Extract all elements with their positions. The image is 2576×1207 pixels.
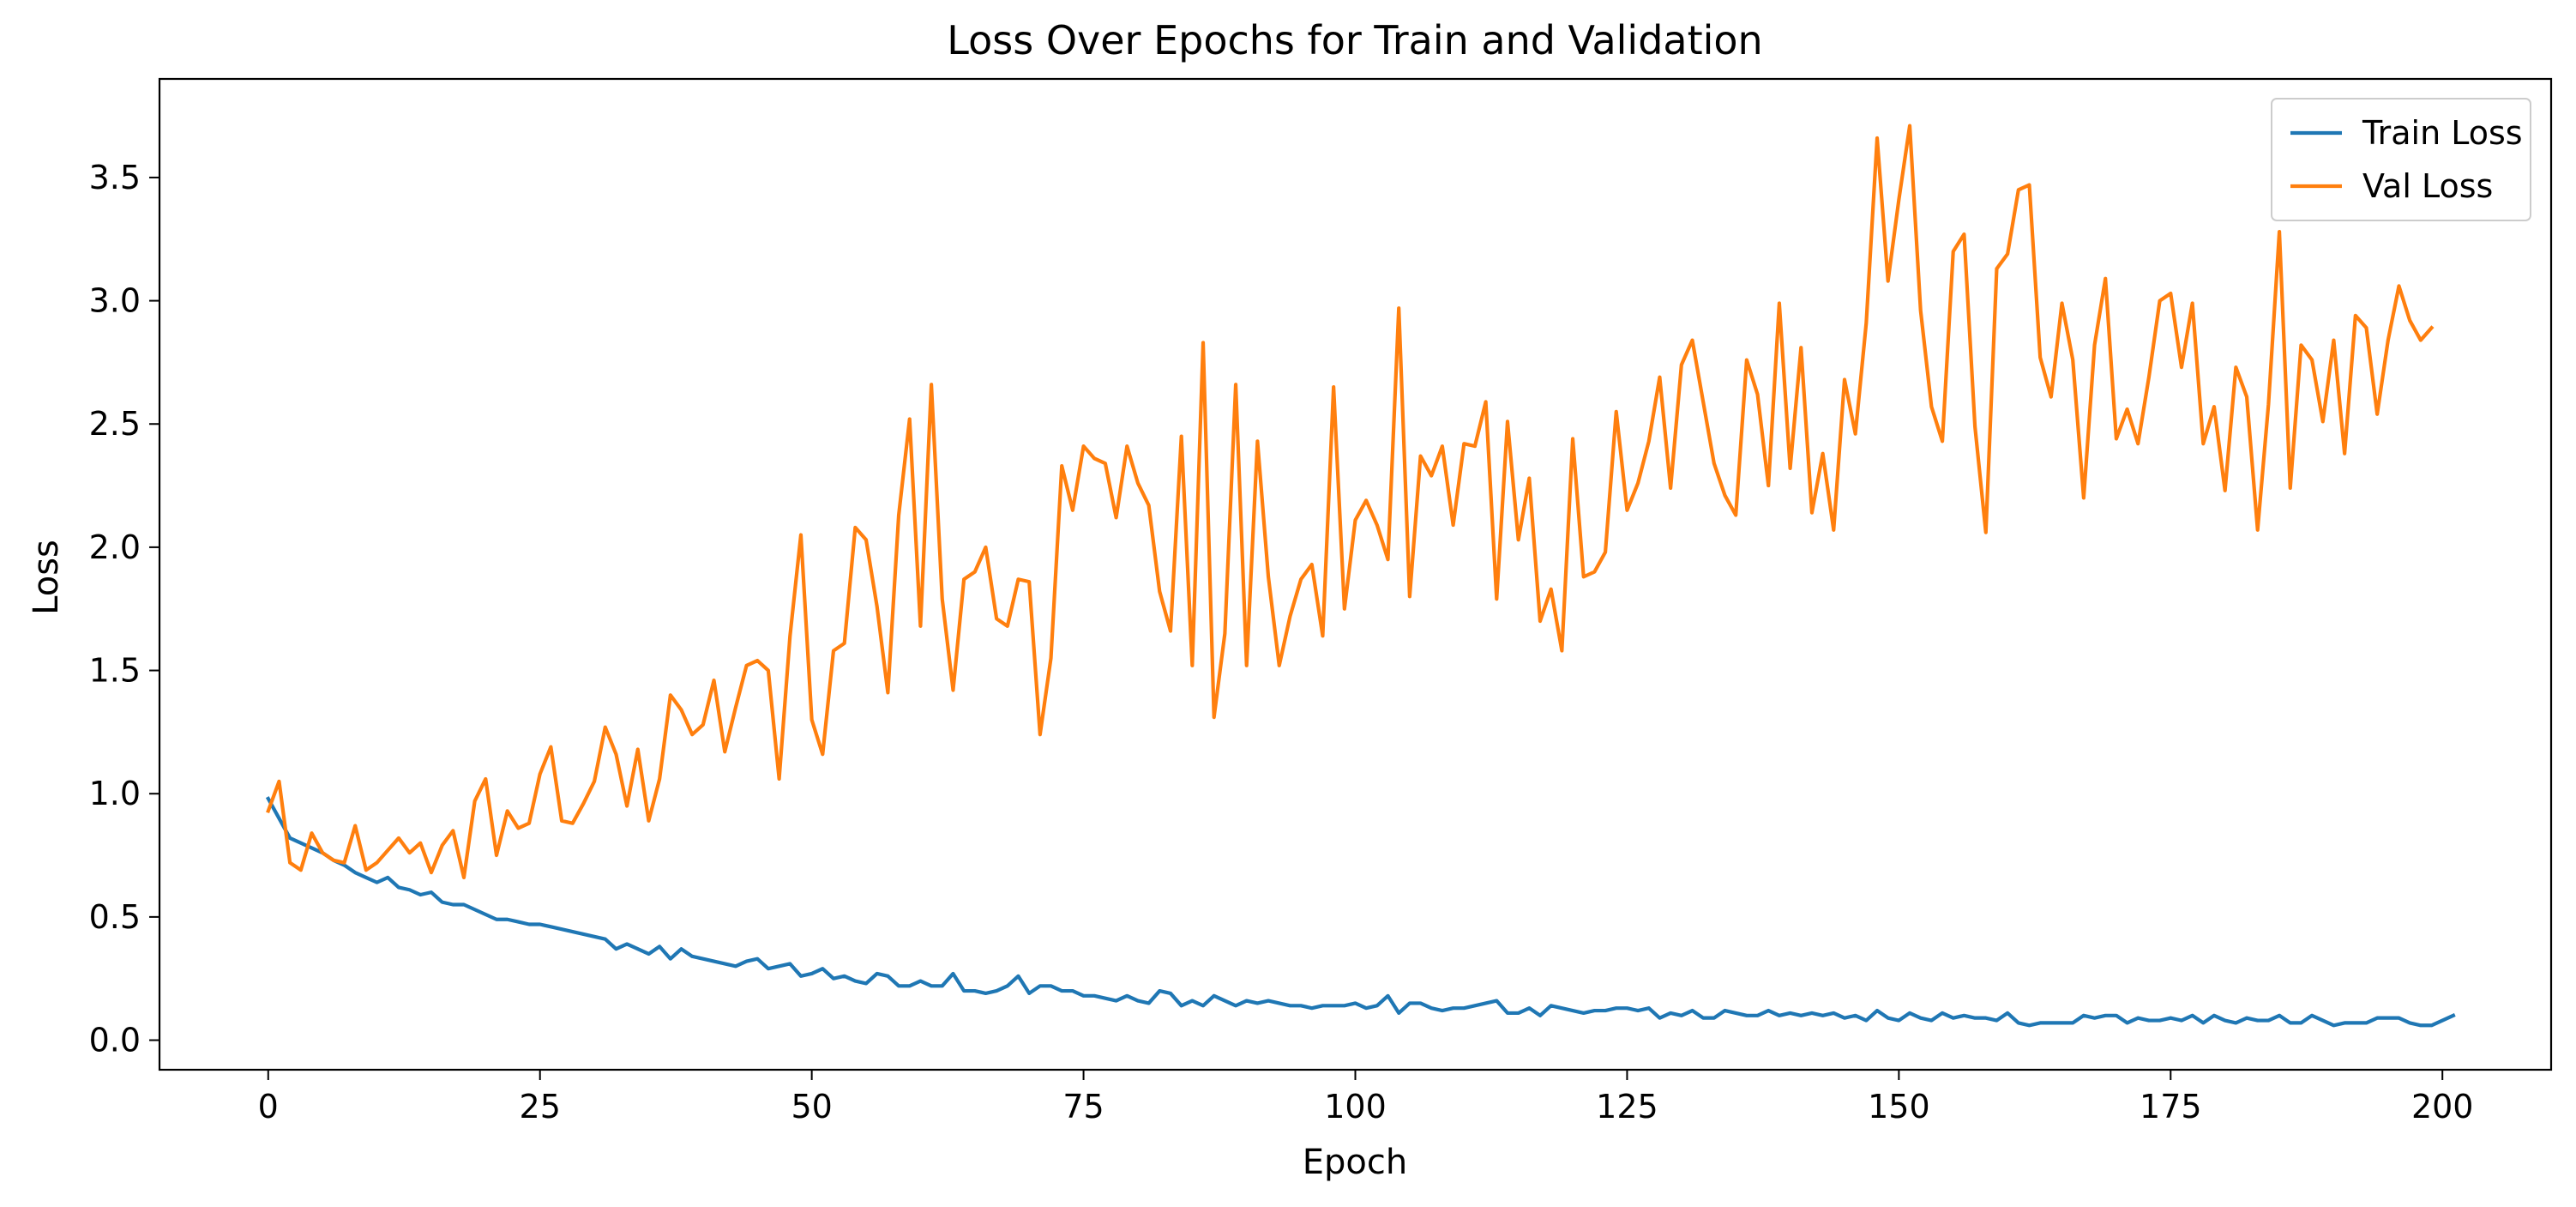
x-tick-label: 50 (791, 1088, 832, 1126)
x-axis: 0 25 50 75 100 125 150 175 200 (258, 1070, 2474, 1126)
x-tick-label: 175 (2140, 1088, 2202, 1126)
x-axis-label: Epoch (1303, 1143, 1407, 1182)
y-tick-label: 0.0 (89, 1022, 141, 1059)
series-layer (265, 124, 2456, 1028)
y-axis-label: Loss (27, 540, 66, 615)
series-line-train-loss (265, 796, 2456, 1028)
y-tick-label: 0.5 (89, 898, 141, 936)
y-tick-label: 2.0 (89, 528, 141, 566)
y-axis: 0.0 0.5 1.0 1.5 2.0 2.5 3.0 3.5 (89, 159, 159, 1059)
legend-box (2271, 98, 2531, 221)
y-tick-label: 3.0 (89, 282, 141, 320)
y-tick-label: 1.5 (89, 652, 141, 690)
x-tick-label: 150 (1868, 1088, 1930, 1126)
series-line-val-loss (266, 124, 2435, 880)
y-tick-label: 1.0 (89, 775, 141, 812)
x-tick-label: 25 (520, 1088, 561, 1126)
chart-title: Loss Over Epochs for Train and Validatio… (947, 17, 1762, 63)
x-tick-label: 0 (258, 1088, 279, 1126)
x-tick-label: 125 (1596, 1088, 1658, 1126)
legend: Train Loss Val Loss (2271, 98, 2531, 221)
x-tick-label: 200 (2411, 1088, 2474, 1126)
x-tick-label: 100 (1324, 1088, 1387, 1126)
y-tick-label: 3.5 (89, 159, 141, 196)
x-tick-label: 75 (1062, 1088, 1104, 1126)
legend-label: Train Loss (2362, 114, 2523, 152)
y-tick-label: 2.5 (89, 405, 141, 443)
legend-label: Val Loss (2362, 167, 2493, 205)
